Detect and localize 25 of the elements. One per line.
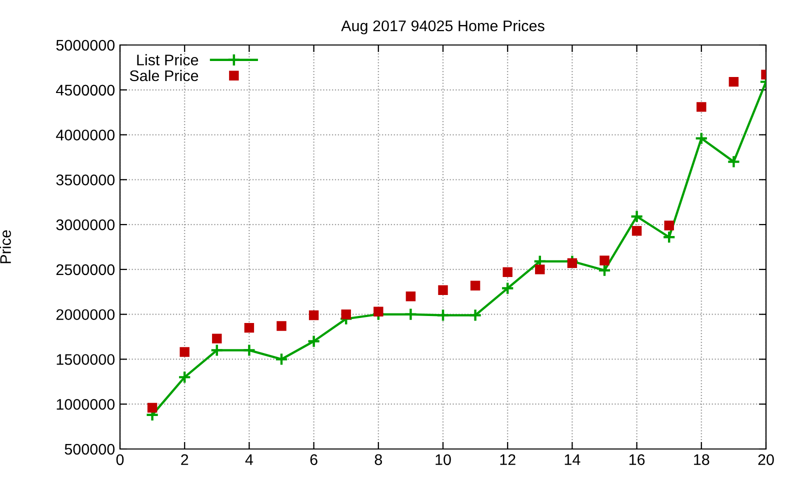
y-tick-label: 1000000 [56,398,115,410]
x-tick-label: 12 [500,454,516,465]
x-tick-label: 20 [758,454,774,466]
x-tick-label: 2 [181,454,188,465]
x-tick-label: 14 [564,454,580,465]
y-tick-label: 2500000 [56,264,115,276]
y-tick-label: 2000000 [56,309,115,320]
legend-label: Sale Price [130,70,198,82]
x-tick-label: 0 [116,454,124,466]
y-axis-title: Price [0,230,11,264]
y-tick-label: 5000000 [56,40,115,51]
y-tick-label: 500000 [64,444,115,455]
x-tick-label: 10 [436,454,451,466]
y-tick-label: 4000000 [56,130,115,140]
chart-title: Aug 2017 94025 Home Prices [341,20,544,34]
y-tick-label: 3500000 [56,174,115,186]
x-tick-label: 6 [310,454,318,466]
y-tick-label: 4500000 [56,84,115,96]
x-tick-label: 8 [374,454,382,466]
x-tick-label: 4 [245,454,253,465]
x-tick-label: 16 [629,454,645,466]
x-tick-label: 18 [694,454,710,466]
y-tick-label: 1500000 [56,354,115,365]
y-tick-label: 3000000 [56,219,115,230]
legend-label: List Price [137,54,198,66]
